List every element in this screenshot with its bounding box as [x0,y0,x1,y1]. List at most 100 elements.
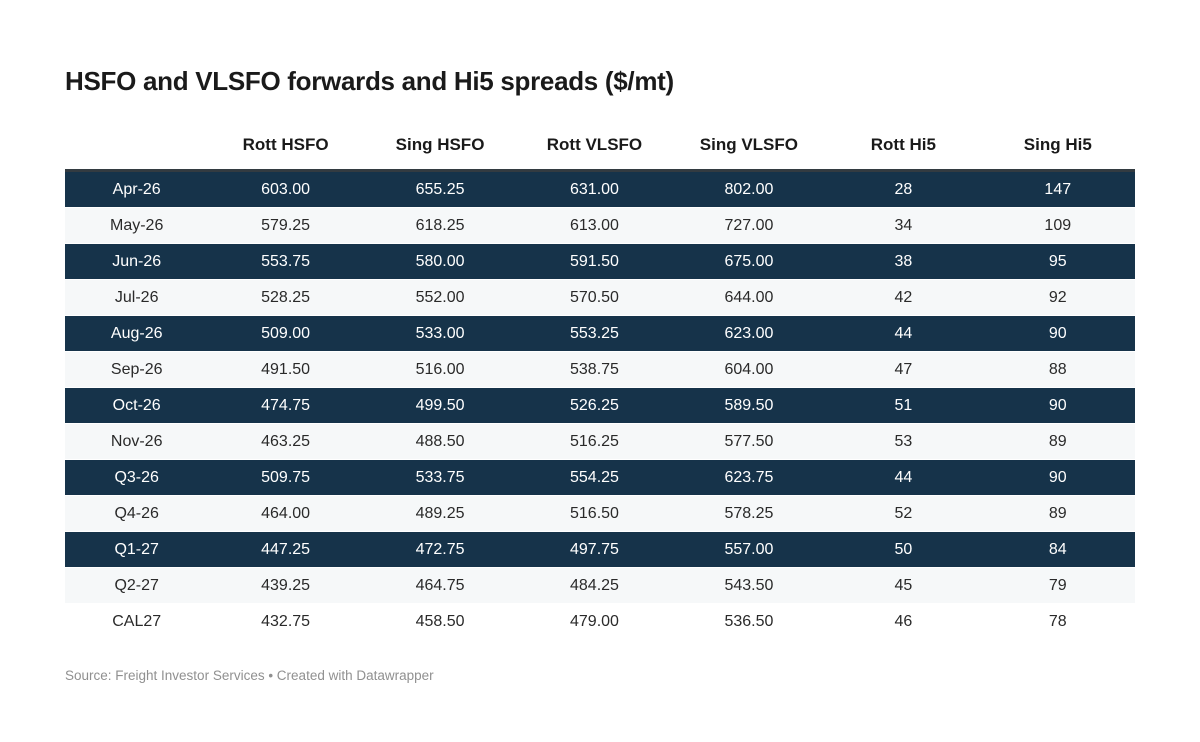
table-cell: 516.00 [362,351,518,388]
table-cell: 553.75 [208,243,363,280]
table-cell: 675.00 [671,243,827,280]
table-cell: 439.25 [208,567,363,604]
table-cell: 463.25 [208,423,363,460]
row-label: Q3-26 [65,459,209,496]
table-body: Apr-26 603.00 655.25 631.00 802.00 28 147 May-2… [65,170,1135,640]
table-cell: 45 [826,567,981,604]
table-row: Q4-26 464.00 489.25 516.50 578.25 52 89 [65,495,1135,532]
table-row: May-26 579.25 618.25 613.00 727.00 34 109 [65,207,1135,244]
table-cell: 147 [980,170,1135,208]
table-cell: 526.25 [517,387,672,424]
table-cell: 604.00 [671,351,827,388]
table-row: Q3-26 509.75 533.75 554.25 623.75 44 90 [65,459,1135,496]
table-cell: 536.50 [671,603,827,640]
table-cell: 53 [826,423,981,460]
source-note: Source: Freight Investor Services • Crea… [65,668,434,683]
table-cell: 90 [980,315,1135,352]
row-label: Q4-26 [65,495,209,532]
table-cell: 458.50 [362,603,518,640]
table-cell: 543.50 [671,567,827,604]
table-cell: 89 [980,495,1135,532]
table-cell: 28 [826,170,981,208]
table-cell: 38 [826,243,981,280]
table-cell: 557.00 [671,531,827,568]
table-cell: 499.50 [362,387,518,424]
table-cell: 484.25 [517,567,672,604]
table-cell: 509.75 [208,459,363,496]
table-cell: 464.75 [362,567,518,604]
table-cell: 591.50 [517,243,672,280]
row-label: Aug-26 [65,315,209,352]
table-cell: 44 [826,315,981,352]
row-label: Nov-26 [65,423,209,460]
header-row: Rott HSFO Sing HSFO Rott VLSFO Sing VLSFO Ro… [65,135,1135,171]
table-cell: 516.50 [517,495,672,532]
table-row: Jun-26 553.75 580.00 591.50 675.00 38 95 [65,243,1135,280]
table-cell: 488.50 [362,423,518,460]
table-cell: 618.25 [362,207,518,244]
table-cell: 589.50 [671,387,827,424]
table-cell: 479.00 [517,603,672,640]
table-cell: 42 [826,279,981,316]
table-cell: 44 [826,459,981,496]
table-cell: 88 [980,351,1135,388]
table-cell: 509.00 [208,315,363,352]
row-label-column-header [65,135,208,171]
table-cell: 533.00 [362,315,518,352]
table-row: CAL27 432.75 458.50 479.00 536.50 46 78 [65,603,1135,640]
column-header: Rott VLSFO [546,135,643,154]
table-cell: 554.25 [517,459,672,496]
column-header: Sing HSFO [395,135,485,154]
table-cell: 84 [980,531,1135,568]
table-cell: 580.00 [362,243,518,280]
row-label: Apr-26 [65,170,209,208]
row-label: Sep-26 [65,351,209,388]
table-cell: 727.00 [671,207,827,244]
table-cell: 603.00 [208,170,363,208]
table-cell: 552.00 [362,279,518,316]
column-header: Sing VLSFO [699,135,799,154]
table-cell: 447.25 [208,531,363,568]
table-cell: 50 [826,531,981,568]
table-cell: 90 [980,387,1135,424]
table-cell: 533.75 [362,459,518,496]
row-label: CAL27 [65,603,209,640]
table-cell: 553.25 [517,315,672,352]
table-cell: 538.75 [517,351,672,388]
table-cell: 464.00 [208,495,363,532]
table-cell: 90 [980,459,1135,496]
table-cell: 51 [826,387,981,424]
table-cell: 528.25 [208,279,363,316]
row-label: May-26 [65,207,209,244]
table-cell: 644.00 [671,279,827,316]
row-label: Jul-26 [65,279,209,316]
table-cell: 578.25 [671,495,827,532]
column-header: Sing Hi5 [1023,135,1092,154]
table-row: Jul-26 528.25 552.00 570.50 644.00 42 92 [65,279,1135,316]
table-cell: 79 [980,567,1135,604]
table-cell: 497.75 [517,531,672,568]
table-cell: 109 [980,207,1135,244]
table-cell: 489.25 [362,495,518,532]
table-cell: 623.75 [671,459,827,496]
table-cell: 47 [826,351,981,388]
table-row: Nov-26 463.25 488.50 516.25 577.50 53 89 [65,423,1135,460]
table-cell: 432.75 [208,603,363,640]
column-header: Rott HSFO [242,135,329,154]
table-row: Q1-27 447.25 472.75 497.75 557.00 50 84 [65,531,1135,568]
table-cell: 631.00 [517,170,672,208]
table-cell: 516.25 [517,423,672,460]
table-cell: 46 [826,603,981,640]
forwards-table: Rott HSFO Sing HSFO Rott VLSFO Sing VLSFO Ro… [65,135,1135,640]
table-row: Apr-26 603.00 655.25 631.00 802.00 28 147 [65,170,1135,208]
table-cell: 577.50 [671,423,827,460]
table-cell: 474.75 [208,387,363,424]
row-label: Jun-26 [65,243,209,280]
table-cell: 655.25 [362,170,518,208]
row-label: Q2-27 [65,567,209,604]
row-label: Q1-27 [65,531,209,568]
table-cell: 613.00 [517,207,672,244]
table-row: Q2-27 439.25 464.75 484.25 543.50 45 79 [65,567,1135,604]
table-row: Sep-26 491.50 516.00 538.75 604.00 47 88 [65,351,1135,388]
